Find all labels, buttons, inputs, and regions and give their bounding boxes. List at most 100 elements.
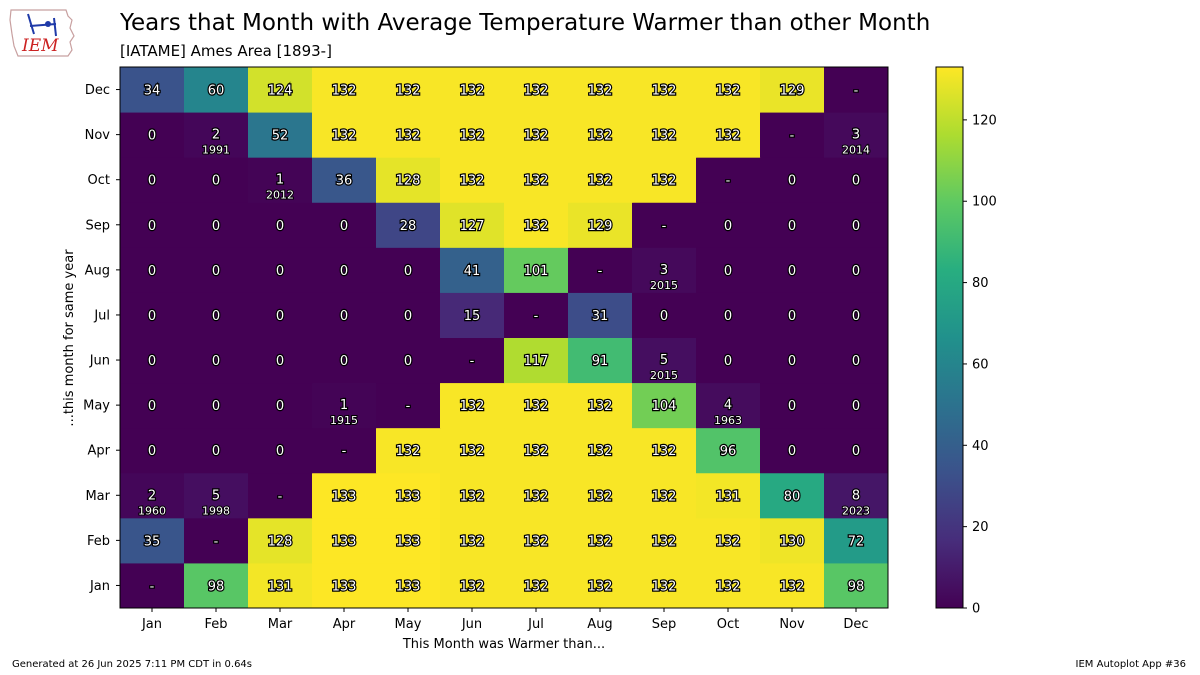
cell-year-label: 1915 <box>330 414 358 427</box>
cell-value-label: 0 <box>724 264 732 279</box>
cell-value-label: 0 <box>148 129 156 144</box>
cell-value-label: 132 <box>524 534 549 549</box>
cell-value-label: 2 <box>212 128 220 143</box>
cell-jan-mar <box>248 562 313 609</box>
cell-jul-nov <box>760 292 825 338</box>
chart-subtitle: [IATAME] Ames Area [1893-] <box>120 42 332 60</box>
cell-value-label: 0 <box>276 309 284 324</box>
cell-sep-jan <box>120 202 185 248</box>
generated-timestamp: Generated at 26 Jun 2025 7:11 PM CDT in … <box>12 659 253 670</box>
cell-dec-jan <box>120 67 185 113</box>
cell-value-label: 132 <box>396 444 421 459</box>
cell-value-label: 129 <box>780 84 805 99</box>
y-axis: Jan Feb Mar Apr May Jun Jul Aug Sep Oct Nov Dec <box>83 83 120 594</box>
cell-jul-jan <box>120 292 185 338</box>
cell-value-label: 1 <box>276 173 284 188</box>
cell-jul-aug <box>568 292 633 338</box>
cell-jul-may <box>376 292 441 338</box>
cell-value-label: 0 <box>852 264 860 279</box>
cell-value-label: 0 <box>340 354 348 369</box>
iem-logo-icon: IEM <box>9 9 75 57</box>
cell-value-label: 132 <box>652 444 677 459</box>
cell-nov-jul <box>504 112 569 158</box>
cell-value-label: 133 <box>332 579 357 594</box>
cell-value-label: 98 <box>208 579 225 594</box>
cell-value-label: 0 <box>148 399 156 414</box>
x-tick-label: Feb <box>204 617 227 632</box>
cell-value-label: 96 <box>720 444 737 459</box>
colorbar <box>935 66 964 609</box>
cell-aug-aug <box>568 247 633 293</box>
cell-value-label: 0 <box>148 219 156 234</box>
cell-value-label: 0 <box>212 174 220 189</box>
cell-mar-jun <box>440 472 505 519</box>
cell-value-label: 132 <box>524 84 549 99</box>
colorbar-tick-label: 80 <box>972 276 989 291</box>
cell-dec-may <box>376 67 441 113</box>
cell-feb-apr <box>312 517 377 564</box>
cell-sep-oct <box>696 202 761 248</box>
cell-jan-apr <box>312 562 377 609</box>
cell-value-label: 28 <box>400 219 417 234</box>
cell-aug-mar <box>248 247 313 293</box>
cell-jan-jan <box>120 562 185 609</box>
cell-value-label: 0 <box>852 174 860 189</box>
cell-dec-aug <box>568 67 633 113</box>
cell-jun-apr <box>312 337 377 384</box>
cell-value-label: 131 <box>716 489 741 504</box>
cell-value-label: 132 <box>460 579 485 594</box>
cell-value-label: 0 <box>852 399 860 414</box>
cell-nov-oct <box>696 112 761 158</box>
y-tick-label: Nov <box>85 128 111 143</box>
cell-dec-jul <box>504 67 569 113</box>
cell-mar-sep <box>632 472 697 519</box>
cell-value-label: 0 <box>148 354 156 369</box>
cell-nov-apr <box>312 112 377 158</box>
cell-value-label: 31 <box>592 309 609 324</box>
cell-value-label: 101 <box>524 264 549 279</box>
colorbar-tick-label: 100 <box>972 195 997 210</box>
cell-may-aug <box>568 382 633 429</box>
cell-feb-aug <box>568 517 633 564</box>
cell-nov-dec <box>824 112 889 158</box>
cell-apr-oct <box>696 427 761 474</box>
cell-value-label: 132 <box>780 579 805 594</box>
cell-mar-feb <box>184 472 249 519</box>
chart-title: Years that Month with Average Temperatur… <box>120 10 931 36</box>
cell-sep-mar <box>248 202 313 248</box>
cell-nov-nov <box>760 112 825 158</box>
cell-value-label: 0 <box>340 264 348 279</box>
cell-value-label: 5 <box>660 353 668 368</box>
cell-value-label: 0 <box>212 219 220 234</box>
cell-value-label: 41 <box>464 264 481 279</box>
cell-value-label: 132 <box>524 489 549 504</box>
cell-mar-may <box>376 472 441 519</box>
cell-value-label: - <box>406 399 411 414</box>
cell-value-label: 117 <box>524 354 549 369</box>
cell-value-label: 0 <box>852 444 860 459</box>
cell-jul-mar <box>248 292 313 338</box>
cell-year-label: 2023 <box>842 504 870 517</box>
cell-jul-dec <box>824 292 889 338</box>
cell-jun-dec <box>824 337 889 384</box>
cell-apr-jul <box>504 427 569 474</box>
cell-value-label: 130 <box>780 534 805 549</box>
cell-apr-apr <box>312 427 377 474</box>
cell-value-label: 132 <box>396 129 421 144</box>
cell-jan-dec <box>824 562 889 609</box>
cell-value-label: 132 <box>396 84 421 99</box>
cell-value-label: - <box>790 129 795 144</box>
cell-value-label: 133 <box>332 489 357 504</box>
cell-value-label: 132 <box>716 534 741 549</box>
cell-sep-apr <box>312 202 377 248</box>
y-axis-label: ...this month for same year <box>62 249 77 427</box>
cell-jun-nov <box>760 337 825 384</box>
cell-jan-nov <box>760 562 825 609</box>
cell-aug-jan <box>120 247 185 293</box>
cell-aug-feb <box>184 247 249 293</box>
cell-value-label: 132 <box>716 84 741 99</box>
cell-value-label: 0 <box>276 264 284 279</box>
cell-year-label: 1991 <box>202 144 230 157</box>
cell-value-label: 0 <box>276 444 284 459</box>
cell-jan-sep <box>632 562 697 609</box>
